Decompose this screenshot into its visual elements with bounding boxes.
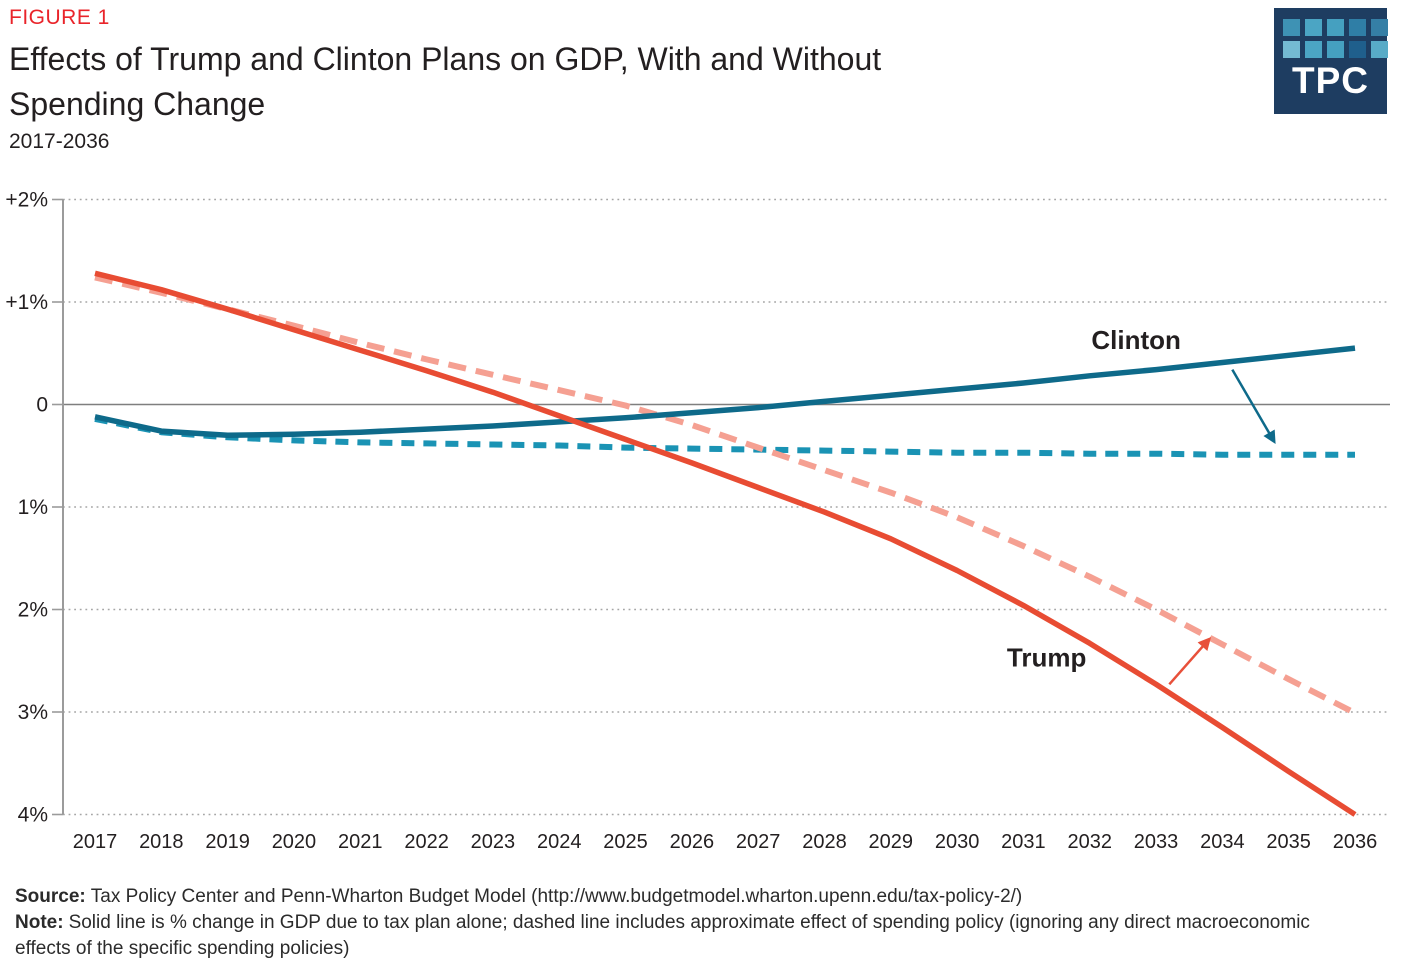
figure-number-label: FIGURE 1: [9, 6, 110, 29]
title-line-1: Effects of Trump and Clinton Plans on GD…: [9, 41, 882, 77]
trump-arrow: [1168, 636, 1212, 686]
series-clinton-solid: [94, 345, 1356, 439]
logo-grid-square: [1349, 41, 1366, 58]
x-tick-label: 2028: [802, 831, 847, 853]
y-tick-label: 2%: [18, 599, 48, 622]
x-tick-label: 2019: [205, 831, 250, 853]
logo-grid-square: [1327, 19, 1344, 36]
y-tick-label: 1%: [18, 496, 48, 519]
logo-grid-square: [1349, 19, 1366, 36]
x-tick-label: 2022: [404, 831, 449, 853]
note-line: Note: Solid line is % change in GDP due t…: [15, 910, 1360, 962]
source-text: Tax Policy Center and Penn-Wharton Budge…: [90, 886, 1023, 907]
series-trump-solid: [94, 270, 1357, 817]
x-tick-label: 2026: [670, 831, 715, 853]
source-label: Source:: [15, 886, 86, 907]
note-text: Solid line is % change in GDP due to tax…: [15, 912, 1310, 959]
x-tick-label: 2030: [935, 831, 980, 853]
x-tick-label: 2031: [1001, 831, 1046, 853]
title-line-2: Spending Change: [9, 86, 266, 122]
tpc-logo-text: TPC: [1292, 60, 1369, 101]
x-tick-label: 2032: [1067, 831, 1112, 853]
logo-grid-square: [1305, 19, 1322, 36]
x-tick-label: 2029: [869, 831, 914, 853]
y-tick-label: 3%: [18, 701, 48, 724]
x-tick-label: 2025: [603, 831, 648, 853]
x-tick-label: 2018: [139, 831, 184, 853]
x-tick-label: 2020: [272, 831, 317, 853]
x-tick-label: 2021: [338, 831, 383, 853]
logo-grid-square: [1283, 19, 1300, 36]
y-tick-label: +1%: [5, 291, 48, 314]
source-line: Source: Tax Policy Center and Penn-Wharto…: [15, 884, 1360, 910]
footnote: Source: Tax Policy Center and Penn-Wharto…: [15, 884, 1360, 962]
logo-grid-square: [1305, 41, 1322, 58]
x-tick-label: 2033: [1134, 831, 1179, 853]
y-tick-label: +2%: [5, 189, 48, 212]
y-tick-label: 4%: [18, 804, 48, 827]
logo-grid-square: [1283, 41, 1300, 58]
x-tick-label: 2017: [73, 831, 118, 853]
x-tick-label: 2035: [1266, 831, 1311, 853]
trump-line-label: Trump: [1007, 643, 1086, 673]
x-tick-label: 2023: [471, 831, 516, 853]
logo-grid-square: [1371, 19, 1388, 36]
chart-header: FIGURE 1 Effects of Trump and Clinton Pl…: [9, 6, 881, 154]
x-tick-label: 2027: [736, 831, 781, 853]
page-title: Effects of Trump and Clinton Plans on GD…: [9, 37, 881, 127]
clinton-line-label: Clinton: [1091, 325, 1181, 355]
series-trump-dashed: [94, 274, 1357, 716]
x-tick-label: 2036: [1333, 831, 1378, 853]
clinton-arrow: [1231, 369, 1276, 444]
x-tick-label: 2024: [537, 831, 582, 853]
tpc-logo: TPC: [1274, 8, 1388, 114]
logo-grid-square: [1327, 41, 1344, 58]
tpc-logo-grid-icon: [1283, 19, 1388, 58]
x-tick-label: 2034: [1200, 831, 1245, 853]
y-tick-label: 0: [36, 394, 48, 417]
logo-grid-square: [1371, 41, 1388, 58]
date-range-subtitle: 2017-2036: [9, 130, 110, 153]
note-label: Note:: [15, 912, 64, 933]
